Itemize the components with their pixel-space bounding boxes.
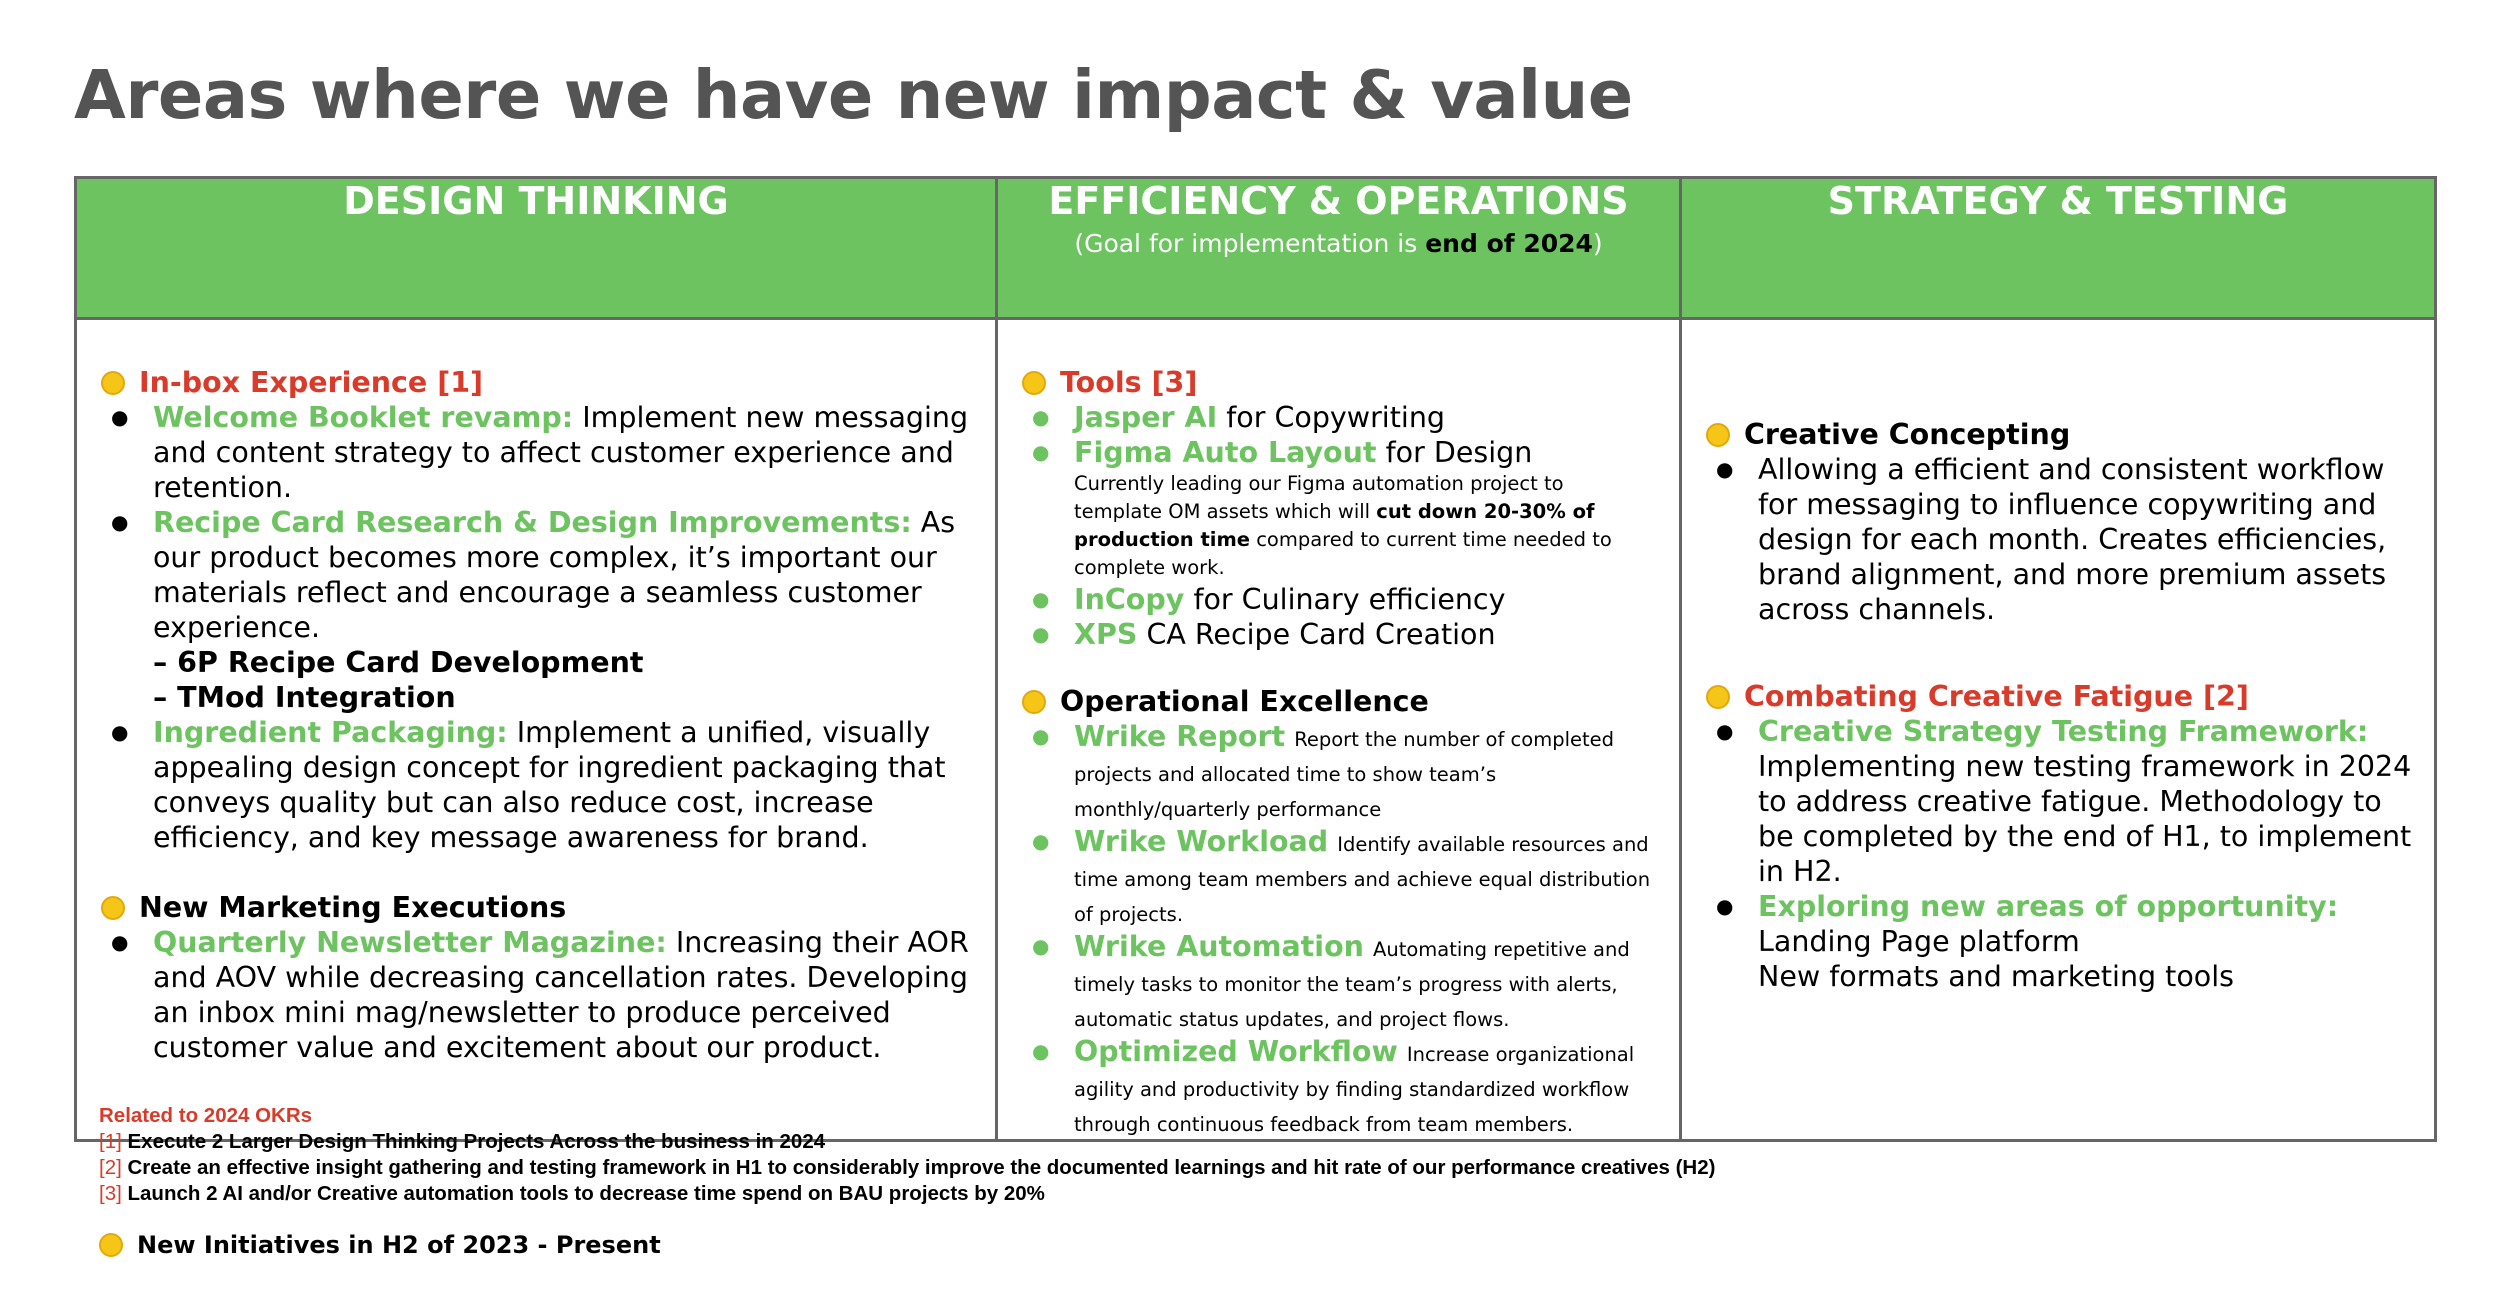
okr-line: [1] Execute 2 Larger Design Thinking Pro… xyxy=(99,1130,826,1153)
section-title: Operational Excellence xyxy=(1060,685,1429,718)
impact-table: DESIGN THINKING EFFICIENCY & OPERATIONS … xyxy=(74,176,2437,1142)
section-title: In-box Experience [1] xyxy=(139,366,484,399)
subline: – 6P Recipe Card Development xyxy=(153,646,644,679)
section-title: Combating Creative Fatigue [2] xyxy=(1744,680,2249,713)
section-title: New Marketing Executions xyxy=(139,891,567,924)
list-item: Figma Auto Layout for Design Currently l… xyxy=(1022,435,1657,582)
fatigue-list: Creative Strategy Testing Framework: Imp… xyxy=(1706,714,2412,994)
list-item: Jasper AI for Copywriting xyxy=(1022,400,1657,435)
inbox-experience-list: Welcome Booklet revamp: Implement new me… xyxy=(101,400,973,855)
list-item: Quarterly Newsletter Magazine: Increasin… xyxy=(101,925,973,1065)
column-strategy-testing: Creative Concepting Allowing a efficient… xyxy=(1679,317,2437,1142)
okr-line: [2] Create an effective insight gatherin… xyxy=(99,1156,1716,1179)
list-item: Wrike Workload Identify available resour… xyxy=(1022,824,1657,929)
list-item: XPS CA Recipe Card Creation xyxy=(1022,617,1657,652)
list-item: Wrike Automation Automating repetitive a… xyxy=(1022,929,1657,1034)
opportunity-line: New formats and marketing tools xyxy=(1758,960,2234,993)
header-efficiency-operations: EFFICIENCY & OPERATIONS (Goal for implem… xyxy=(995,176,1682,320)
marketing-executions-list: Quarterly Newsletter Magazine: Increasin… xyxy=(101,925,973,1065)
initiatives-note-label: New Initiatives in H2 of 2023 - Present xyxy=(137,1231,661,1259)
section-combating-creative-fatigue: Combating Creative Fatigue [2] xyxy=(1706,679,2412,714)
header-strategy-testing: STRATEGY & TESTING xyxy=(1679,176,2437,320)
section-inbox-experience: In-box Experience [1] xyxy=(101,365,973,400)
section-title: Creative Concepting xyxy=(1744,418,2071,451)
section-creative-concepting: Creative Concepting xyxy=(1706,417,2412,452)
section-new-marketing-executions: New Marketing Executions xyxy=(101,890,973,925)
subline: – TMod Integration xyxy=(153,681,456,714)
section-operational-excellence: Operational Excellence xyxy=(1022,684,1657,719)
list-item: Welcome Booklet revamp: Implement new me… xyxy=(101,400,973,505)
section-title: Tools [3] xyxy=(1060,366,1198,399)
header-strategy-label: STRATEGY & TESTING xyxy=(1827,179,2289,223)
column-efficiency-operations: Tools [3] Jasper AI for Copywriting Figm… xyxy=(995,317,1682,1142)
okr-title: Related to 2024 OKRs xyxy=(99,1104,313,1127)
section-tools: Tools [3] xyxy=(1022,365,1657,400)
list-item: InCopy for Culinary efficiency xyxy=(1022,582,1657,617)
initiatives-note: New Initiatives in H2 of 2023 - Present xyxy=(99,1231,661,1259)
list-item: Creative Strategy Testing Framework: Imp… xyxy=(1706,714,2412,889)
figma-note: Currently leading our Figma automation p… xyxy=(1074,472,1612,579)
operational-list: Wrike Report Report the number of comple… xyxy=(1022,719,1657,1139)
list-item: Exploring new areas of opportunity: Land… xyxy=(1706,889,2412,994)
yellow-dot-icon xyxy=(1706,684,1730,709)
list-item: Ingredient Packaging: Implement a unifie… xyxy=(101,715,973,855)
tools-list: Jasper AI for Copywriting Figma Auto Lay… xyxy=(1022,400,1657,652)
opportunity-line: Landing Page platform xyxy=(1758,925,2080,958)
yellow-dot-icon xyxy=(101,895,125,920)
yellow-dot-icon xyxy=(1022,689,1046,714)
okr-line: [3] Launch 2 AI and/or Creative automati… xyxy=(99,1182,1045,1205)
yellow-dot-icon xyxy=(1022,370,1046,395)
header-efficiency-subheader: (Goal for implementation is end of 2024) xyxy=(1074,229,1603,258)
list-item: Recipe Card Research & Design Improvemen… xyxy=(101,505,973,715)
column-design-thinking: In-box Experience [1] Welcome Booklet re… xyxy=(74,317,998,1142)
list-item: Allowing a efficient and consistent work… xyxy=(1706,452,2412,627)
page-title: Areas where we have new impact & value xyxy=(74,56,1633,134)
okr-footer: Related to 2024 OKRs [1] Execute 2 Large… xyxy=(99,1103,1715,1207)
concepting-list: Allowing a efficient and consistent work… xyxy=(1706,452,2412,627)
yellow-dot-icon xyxy=(1706,422,1730,447)
list-item: Wrike Report Report the number of comple… xyxy=(1022,719,1657,824)
header-efficiency-label: EFFICIENCY & OPERATIONS xyxy=(1048,179,1629,223)
header-design-thinking-label: DESIGN THINKING xyxy=(343,179,729,223)
list-item: Optimized Workflow Increase organization… xyxy=(1022,1034,1657,1139)
header-design-thinking: DESIGN THINKING xyxy=(74,176,998,320)
yellow-dot-icon xyxy=(99,1233,123,1257)
yellow-dot-icon xyxy=(101,370,125,395)
